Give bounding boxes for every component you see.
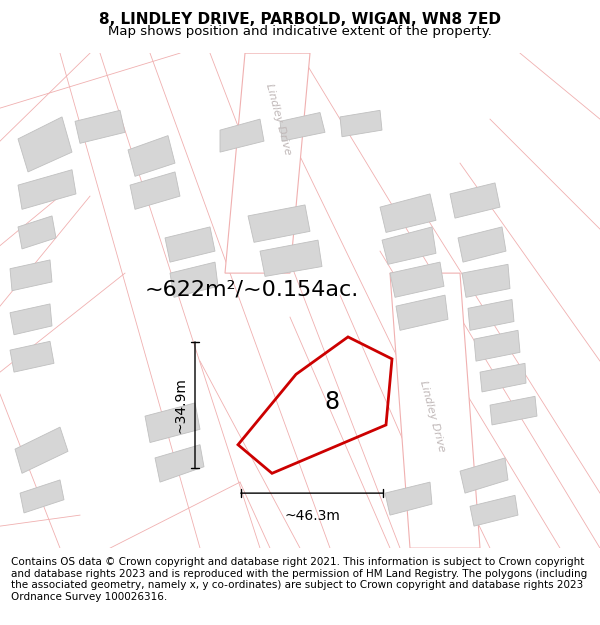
Text: Lindley Drive: Lindley Drive: [263, 82, 292, 156]
Polygon shape: [225, 53, 310, 273]
Polygon shape: [248, 205, 310, 242]
Polygon shape: [490, 396, 537, 425]
Polygon shape: [385, 482, 432, 515]
Polygon shape: [260, 240, 322, 276]
Polygon shape: [170, 262, 218, 298]
Polygon shape: [75, 111, 125, 143]
Polygon shape: [10, 304, 52, 335]
Text: ~622m²/~0.154ac.: ~622m²/~0.154ac.: [145, 279, 359, 299]
Polygon shape: [280, 112, 325, 141]
Polygon shape: [220, 119, 264, 152]
Polygon shape: [10, 341, 54, 372]
Polygon shape: [18, 170, 76, 209]
Polygon shape: [468, 299, 514, 331]
Polygon shape: [396, 295, 448, 331]
Text: 8, LINDLEY DRIVE, PARBOLD, WIGAN, WN8 7ED: 8, LINDLEY DRIVE, PARBOLD, WIGAN, WN8 7E…: [99, 12, 501, 28]
Polygon shape: [460, 458, 508, 493]
Polygon shape: [390, 273, 480, 548]
Polygon shape: [340, 111, 382, 137]
Polygon shape: [165, 227, 215, 262]
Polygon shape: [380, 194, 436, 232]
Polygon shape: [474, 331, 520, 361]
Polygon shape: [145, 403, 200, 442]
Text: Lindley Drive: Lindley Drive: [418, 379, 446, 453]
Polygon shape: [390, 262, 444, 298]
Text: ~34.9m: ~34.9m: [173, 377, 187, 433]
Polygon shape: [10, 260, 52, 291]
Polygon shape: [382, 227, 436, 264]
Polygon shape: [155, 445, 204, 482]
Polygon shape: [128, 136, 175, 176]
Polygon shape: [480, 363, 526, 392]
Text: ~46.3m: ~46.3m: [284, 509, 340, 522]
Polygon shape: [20, 480, 64, 513]
Text: Contains OS data © Crown copyright and database right 2021. This information is : Contains OS data © Crown copyright and d…: [11, 557, 587, 602]
Polygon shape: [458, 227, 506, 262]
Polygon shape: [470, 496, 518, 526]
Text: 8: 8: [325, 390, 340, 414]
Polygon shape: [18, 216, 56, 249]
Polygon shape: [462, 264, 510, 298]
Polygon shape: [450, 183, 500, 218]
Polygon shape: [15, 427, 68, 473]
Text: Map shows position and indicative extent of the property.: Map shows position and indicative extent…: [108, 24, 492, 38]
Polygon shape: [18, 117, 72, 172]
Polygon shape: [130, 172, 180, 209]
